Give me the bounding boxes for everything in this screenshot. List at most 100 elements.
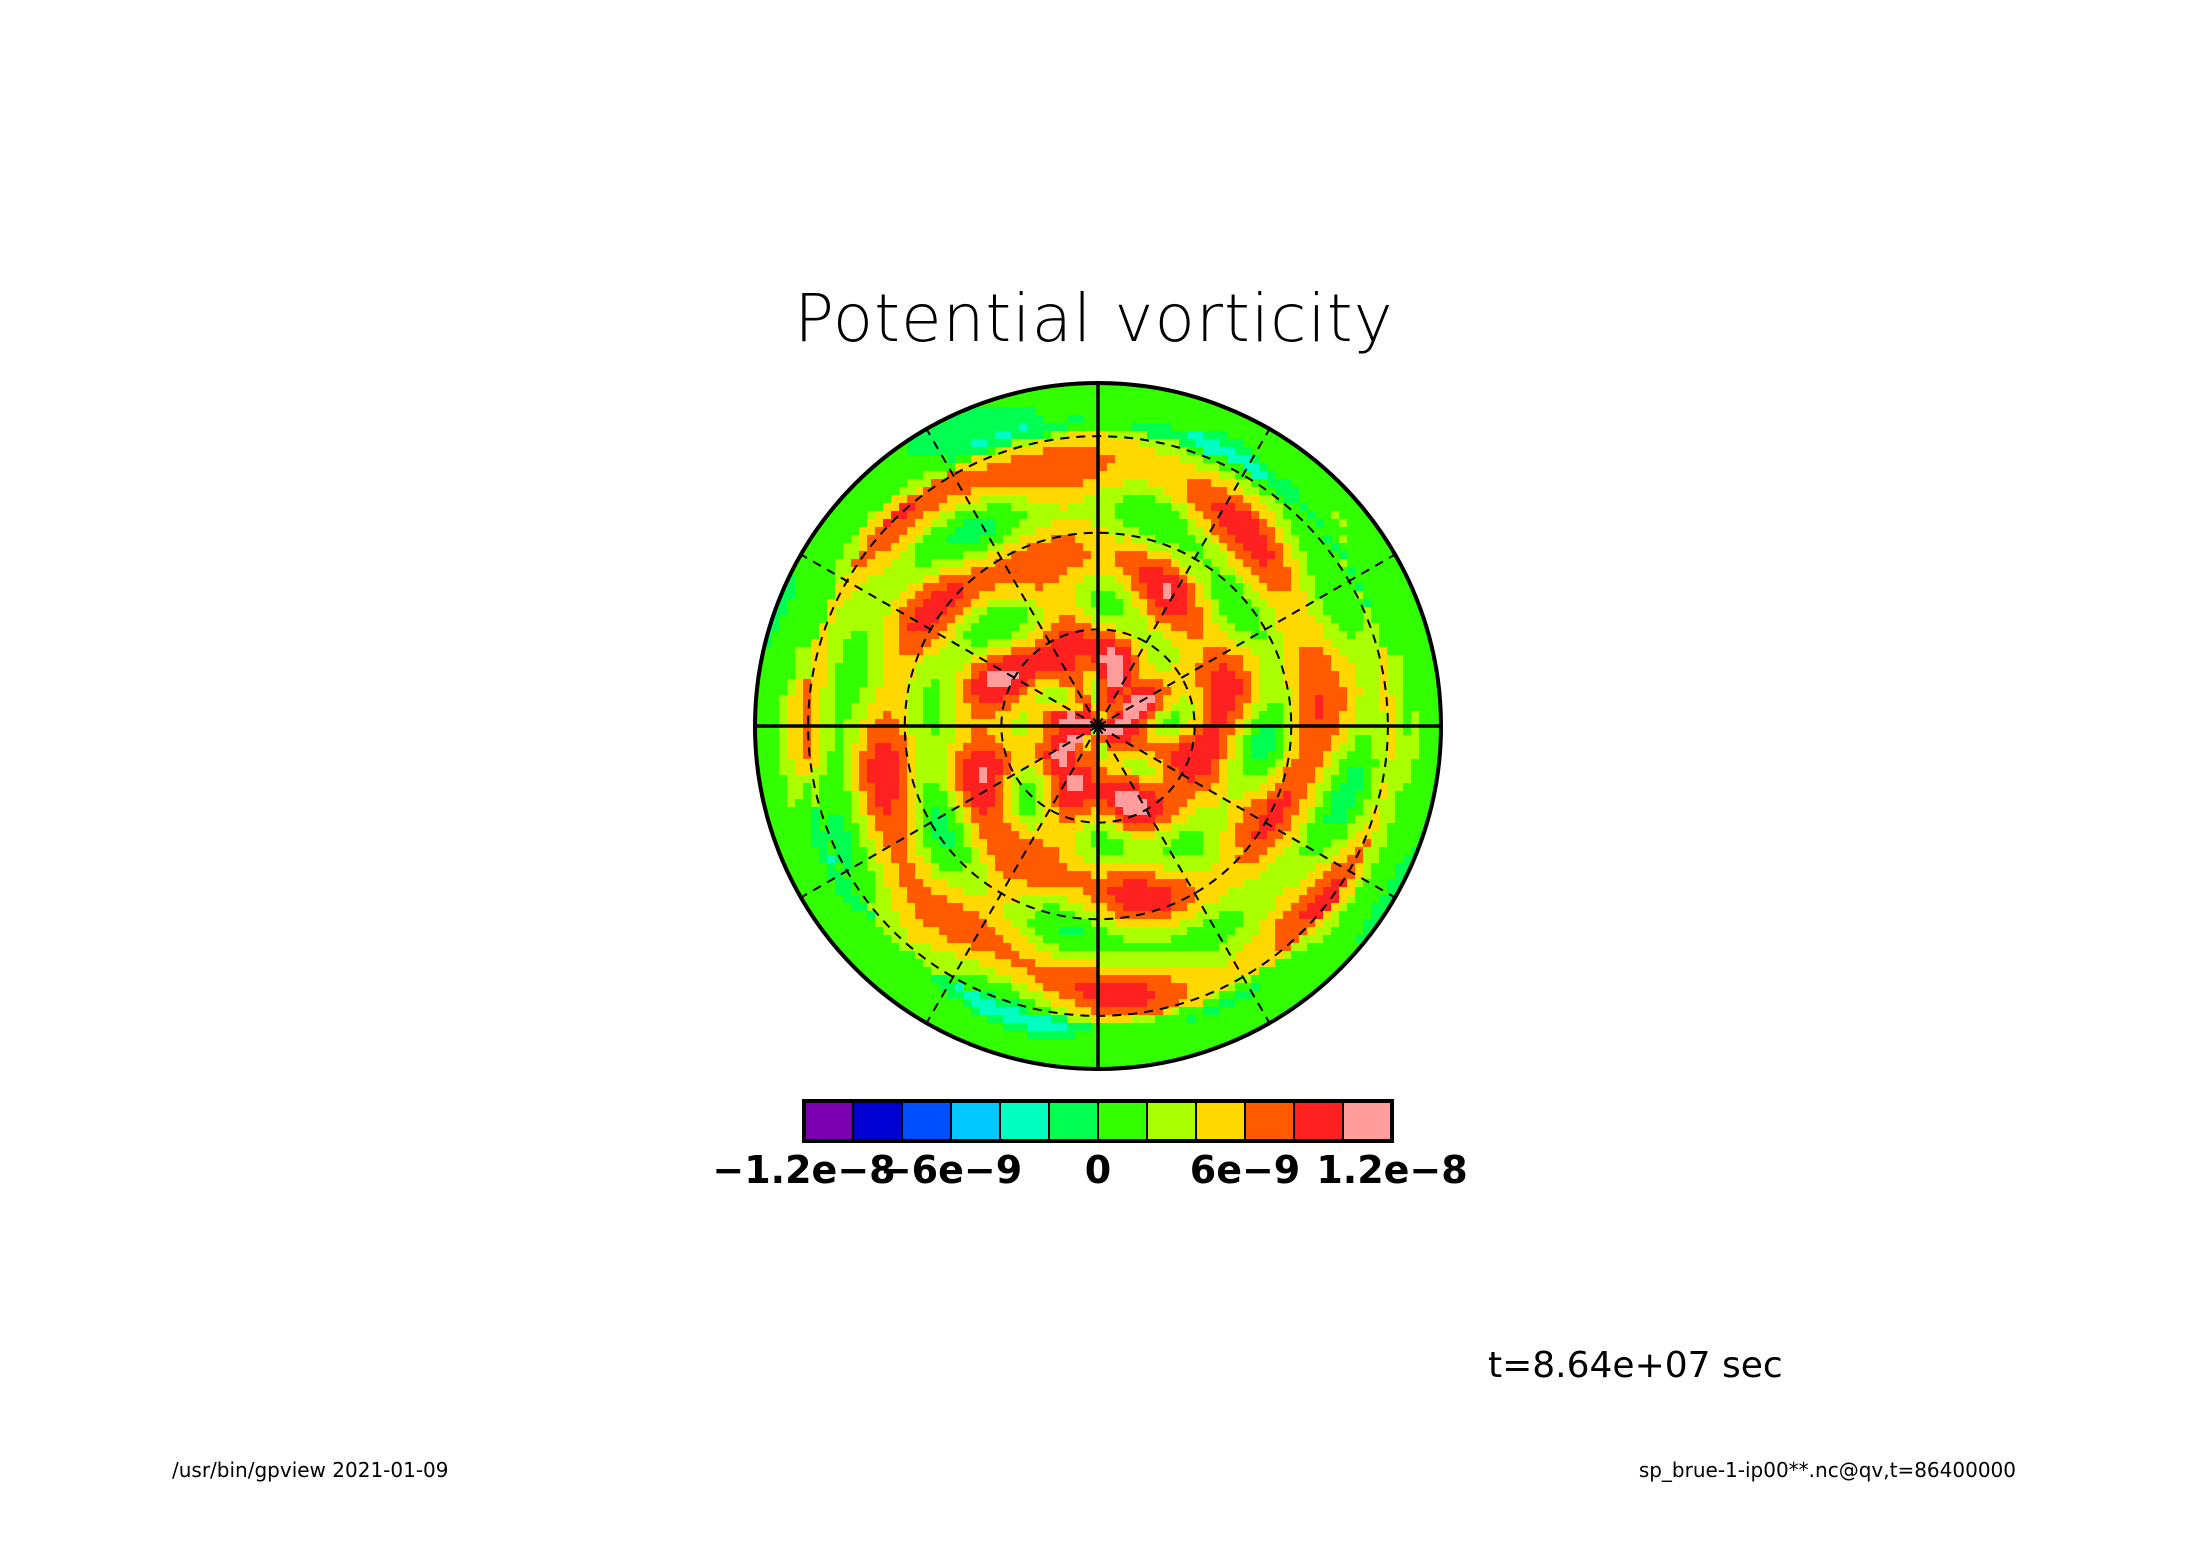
field-cell bbox=[891, 671, 900, 680]
field-cell bbox=[875, 695, 884, 704]
field-cell bbox=[931, 823, 940, 832]
field-cell bbox=[1099, 831, 1108, 840]
field-cell bbox=[1347, 599, 1356, 608]
field-cell bbox=[851, 887, 860, 896]
field-cell bbox=[971, 887, 980, 896]
field-cell bbox=[963, 623, 972, 632]
field-cell bbox=[891, 863, 900, 872]
field-cell bbox=[939, 743, 948, 752]
field-cell bbox=[1195, 479, 1204, 488]
field-cell bbox=[907, 623, 916, 632]
field-cell bbox=[1051, 831, 1060, 840]
field-cell bbox=[1003, 591, 1012, 600]
field-cell bbox=[955, 895, 964, 904]
field-cell bbox=[779, 639, 788, 648]
field-cell bbox=[947, 543, 956, 552]
field-cell bbox=[1387, 823, 1396, 832]
field-cell bbox=[1083, 735, 1092, 744]
field-cell bbox=[1299, 863, 1308, 872]
field-cell bbox=[867, 575, 876, 584]
field-cell bbox=[1283, 607, 1292, 616]
field-cell bbox=[859, 911, 868, 920]
field-cell bbox=[899, 831, 908, 840]
field-cell bbox=[939, 535, 948, 544]
field-cell bbox=[1115, 767, 1124, 776]
field-cell bbox=[979, 559, 988, 568]
field-cell bbox=[1243, 535, 1252, 544]
field-cell bbox=[1291, 655, 1300, 664]
field-cell bbox=[859, 511, 868, 520]
field-cell bbox=[1123, 487, 1132, 496]
field-cell bbox=[1147, 759, 1156, 768]
field-cell bbox=[843, 671, 852, 680]
field-cell bbox=[1275, 487, 1284, 496]
field-cell bbox=[1371, 775, 1380, 784]
field-cell bbox=[1011, 519, 1020, 528]
field-cell bbox=[915, 775, 924, 784]
field-cell bbox=[947, 415, 956, 424]
field-cell bbox=[1331, 911, 1340, 920]
field-cell bbox=[1395, 703, 1404, 712]
field-cell bbox=[1131, 911, 1140, 920]
field-cell bbox=[891, 583, 900, 592]
field-cell bbox=[1083, 903, 1092, 912]
field-cell bbox=[987, 671, 996, 680]
field-cell bbox=[883, 783, 892, 792]
field-cell bbox=[1035, 583, 1044, 592]
field-cell bbox=[1075, 911, 1084, 920]
field-cell bbox=[1299, 455, 1308, 464]
field-cell bbox=[1195, 815, 1204, 824]
field-cell bbox=[803, 823, 812, 832]
field-cell bbox=[1403, 631, 1412, 640]
field-cell bbox=[1275, 519, 1284, 528]
field-cell bbox=[1043, 727, 1052, 736]
field-cell bbox=[1131, 591, 1140, 600]
field-cell bbox=[1059, 647, 1068, 656]
field-cell bbox=[1067, 871, 1076, 880]
field-cell bbox=[851, 855, 860, 864]
field-cell bbox=[1291, 575, 1300, 584]
field-cell bbox=[1179, 399, 1188, 408]
field-cell bbox=[867, 735, 876, 744]
field-cell bbox=[1067, 751, 1076, 760]
field-cell bbox=[1323, 615, 1332, 624]
field-cell bbox=[923, 847, 932, 856]
field-cell bbox=[843, 647, 852, 656]
field-cell bbox=[1003, 871, 1012, 880]
field-cell bbox=[835, 839, 844, 848]
field-cell bbox=[1283, 599, 1292, 608]
field-cell bbox=[923, 495, 932, 504]
field-cell bbox=[1011, 647, 1020, 656]
field-cell bbox=[1195, 679, 1204, 688]
field-cell bbox=[835, 551, 844, 560]
field-cell bbox=[1347, 495, 1356, 504]
field-cell bbox=[1131, 439, 1140, 448]
field-cell bbox=[955, 415, 964, 424]
field-cell bbox=[779, 615, 788, 624]
field-cell bbox=[1259, 631, 1268, 640]
field-cell bbox=[899, 791, 908, 800]
field-cell bbox=[1099, 911, 1108, 920]
field-cell bbox=[947, 799, 956, 808]
field-cell bbox=[1075, 575, 1084, 584]
field-cell bbox=[1259, 471, 1268, 480]
field-cell bbox=[931, 479, 940, 488]
field-cell bbox=[899, 711, 908, 720]
field-cell bbox=[1267, 591, 1276, 600]
field-cell bbox=[1179, 839, 1188, 848]
field-cell bbox=[1035, 487, 1044, 496]
field-cell bbox=[907, 727, 916, 736]
field-cell bbox=[1211, 639, 1220, 648]
field-cell bbox=[899, 599, 908, 608]
field-cell bbox=[1187, 455, 1196, 464]
field-cell bbox=[987, 639, 996, 648]
field-cell bbox=[1275, 607, 1284, 616]
field-cell bbox=[987, 647, 996, 656]
field-cell bbox=[923, 671, 932, 680]
field-cell bbox=[1083, 503, 1092, 512]
field-cell bbox=[1155, 727, 1164, 736]
field-cell bbox=[851, 607, 860, 616]
field-cell bbox=[867, 471, 876, 480]
field-cell bbox=[915, 615, 924, 624]
field-cell bbox=[1387, 751, 1396, 760]
